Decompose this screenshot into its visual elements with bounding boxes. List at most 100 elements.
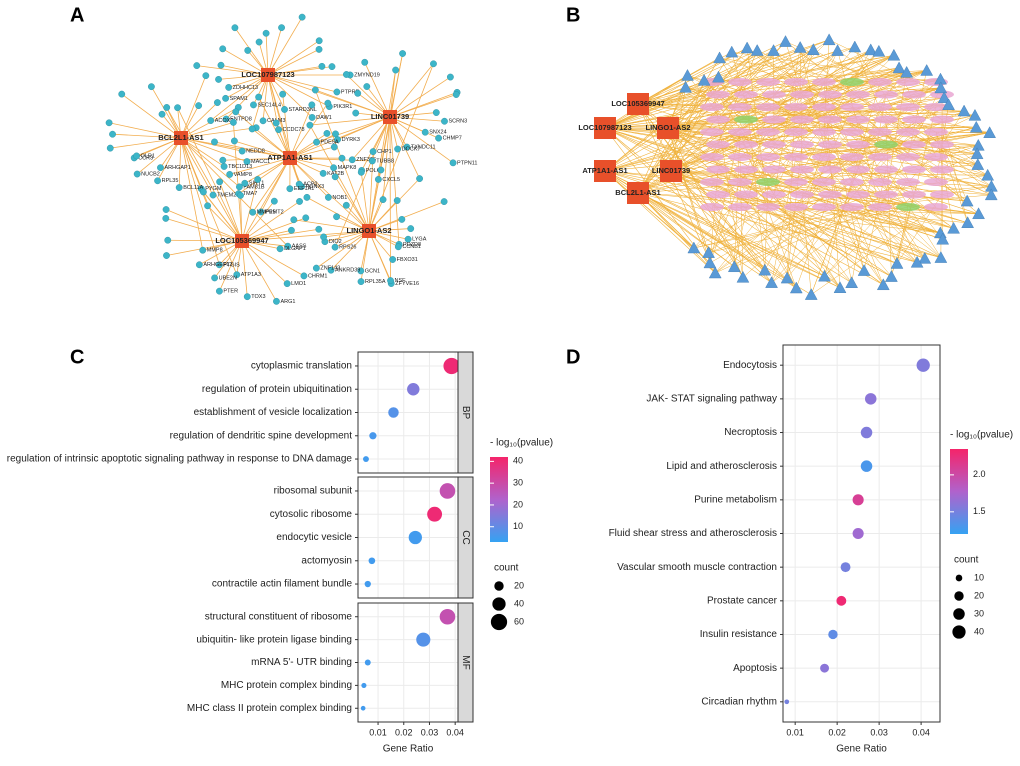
facet-label: MF — [460, 655, 471, 669]
mrna-node — [840, 128, 864, 136]
x-tick-label: 0.02 — [828, 727, 846, 737]
dot — [409, 531, 422, 544]
dot — [861, 427, 873, 439]
gene-label: ARHGEF12 — [203, 262, 232, 268]
gene-label: ZMYND19 — [354, 72, 380, 78]
gene-node — [422, 129, 428, 135]
gene-label: DLGAP1 — [284, 246, 306, 252]
mrna-node — [756, 203, 780, 211]
mrna-node — [790, 166, 814, 174]
dot — [784, 699, 789, 704]
gene-label: TMA7 — [243, 191, 258, 197]
gene-node — [277, 246, 283, 252]
gene-label: CCNB1 — [402, 244, 421, 250]
x-tick-label: 0.02 — [395, 727, 413, 737]
mrna-node — [930, 191, 954, 199]
mirna-node — [823, 34, 835, 45]
gene-node — [107, 145, 113, 151]
gene-label: ATP1A3 — [241, 272, 261, 278]
gene-label: VAMP8 — [234, 172, 252, 178]
gene-node — [362, 59, 368, 65]
gene-node — [329, 63, 335, 69]
gene-node — [255, 94, 261, 100]
gene-node — [325, 194, 331, 200]
mrna-node — [756, 78, 780, 86]
legend-title: count — [494, 563, 519, 574]
mrna-node — [818, 141, 842, 149]
mrna-node — [868, 153, 892, 161]
y-tick-label: Insulin resistance — [700, 629, 778, 640]
mirna-node — [948, 222, 960, 233]
gene-label: RPL35 — [162, 178, 179, 184]
hub-label: BCL2L1-AS1 — [158, 133, 203, 142]
dot — [865, 393, 877, 405]
gene-node — [254, 176, 260, 182]
y-tick-label: MHC class II protein complex binding — [187, 703, 352, 714]
gene-label: LMO1 — [291, 281, 306, 287]
gene-node — [250, 102, 256, 108]
y-tick-label: Lipid and atherosclerosis — [666, 461, 777, 472]
dot — [416, 633, 430, 647]
mrna-node — [818, 166, 842, 174]
size-key — [952, 625, 965, 638]
mrna-node — [790, 141, 814, 149]
hub-label: ATP1A1-AS1 — [582, 166, 627, 175]
y-tick-label: cytosolic ribosome — [270, 509, 353, 520]
y-tick-label: mRNA 5'- UTR binding — [251, 657, 352, 668]
y-tick-label: establishment of vesicle localization — [194, 407, 352, 418]
mirna-node — [681, 69, 693, 80]
mrna-node — [840, 103, 864, 111]
gene-label: DIO2 — [329, 239, 342, 245]
gene-node — [133, 153, 139, 159]
mrna-node — [700, 178, 724, 186]
gene-node — [211, 275, 217, 281]
mrna-node — [868, 128, 892, 136]
mrna-node — [930, 166, 954, 174]
gene-node — [353, 110, 359, 116]
facet-label: CC — [460, 530, 471, 544]
mrna-node — [896, 78, 920, 86]
gene-node — [394, 197, 400, 203]
gene-node — [195, 102, 201, 108]
gene-node — [303, 215, 309, 221]
mrna-node — [756, 153, 780, 161]
mirna-node — [893, 62, 905, 73]
edge — [242, 158, 290, 241]
gene-node — [231, 138, 237, 144]
mrna-node — [700, 103, 724, 111]
gene-label: TBC1D13 — [228, 164, 252, 170]
y-tick-label: JAK- STAT signaling pathway — [646, 393, 777, 404]
mrna-node — [902, 91, 926, 99]
gene-label: UBE2N — [219, 275, 237, 281]
hub-label: LOC107987123 — [578, 123, 631, 132]
gene-node — [119, 91, 125, 97]
gene-node — [349, 157, 355, 163]
gene-node — [332, 131, 338, 137]
mrna-node — [846, 191, 870, 199]
dot — [853, 528, 864, 539]
y-tick-label: Vascular smooth muscle contraction — [617, 562, 777, 573]
gene-node — [309, 114, 315, 120]
mirna-node — [958, 105, 970, 116]
gene-node — [358, 169, 364, 175]
gene-node — [163, 252, 169, 258]
mrna-node — [846, 166, 870, 174]
gene-node — [165, 237, 171, 243]
mrna-node — [874, 191, 898, 199]
mirna-node — [780, 36, 792, 47]
hub-label: ATP1A1-AS1 — [267, 153, 312, 162]
gene-node — [134, 171, 140, 177]
hub-label: LINGO1-AS2 — [346, 226, 391, 235]
gene-node — [236, 184, 242, 190]
gene-node — [203, 72, 209, 78]
gene-node — [333, 213, 339, 219]
size-key — [492, 597, 505, 610]
dot — [427, 507, 442, 522]
gene-node — [163, 206, 169, 212]
gene-node — [416, 175, 422, 181]
x-tick-label: 0.03 — [870, 727, 888, 737]
gene-node — [291, 217, 297, 223]
gene-node — [249, 126, 255, 132]
size-key-label: 40 — [974, 626, 984, 636]
